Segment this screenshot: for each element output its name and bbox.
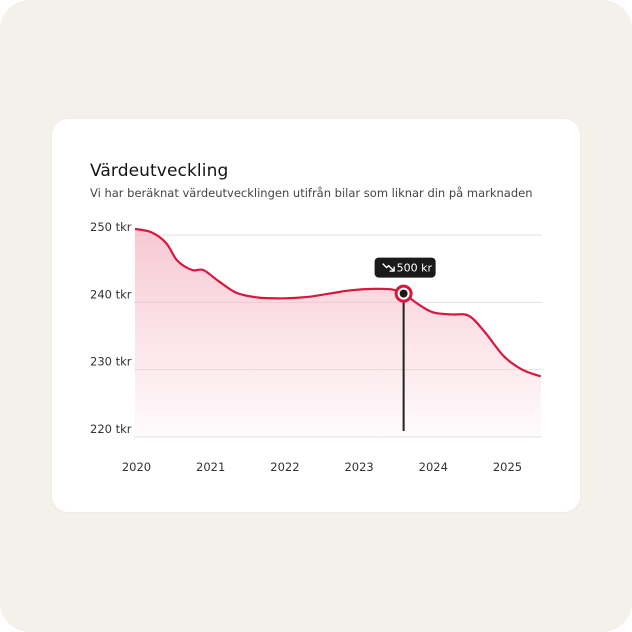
x-tick-label: 2021 [196,460,225,474]
x-tick-label: 2022 [270,460,299,474]
value-development-card: Värdeutveckling Vi har beräknat värdeutv… [52,119,580,512]
value-line [134,227,542,378]
value-area [135,228,541,437]
trend-down-icon-arrowhead [389,266,395,272]
x-tick-label: 2025 [493,460,522,474]
y-axis-labels: 250 tkr 240 tkr 230 tkr 220 tkr [90,220,132,436]
y-tick-label: 250 tkr [90,220,132,234]
tooltip-label: 500 kr [397,262,433,275]
x-axis-labels: 2020 2021 2022 2023 2024 2025 [122,460,522,474]
card-title: Värdeutveckling [90,161,229,181]
y-tick-label: 220 tkr [90,422,132,436]
x-tick-label: 2020 [122,460,151,474]
y-tick-label: 240 tkr [90,287,132,301]
value-tooltip: 500 kr [374,257,436,278]
x-tick-label: 2023 [344,460,373,474]
x-tick-label: 2024 [419,460,448,474]
card-subtitle: Vi har beräknat värdeutvecklingen utifrå… [90,186,533,200]
highlight-marker-group[interactable]: 500 kr [374,257,436,431]
y-tick-label: 230 tkr [90,355,132,369]
trend-down-icon [382,263,395,272]
tooltip-background [374,257,436,278]
highlight-point[interactable] [399,289,408,298]
